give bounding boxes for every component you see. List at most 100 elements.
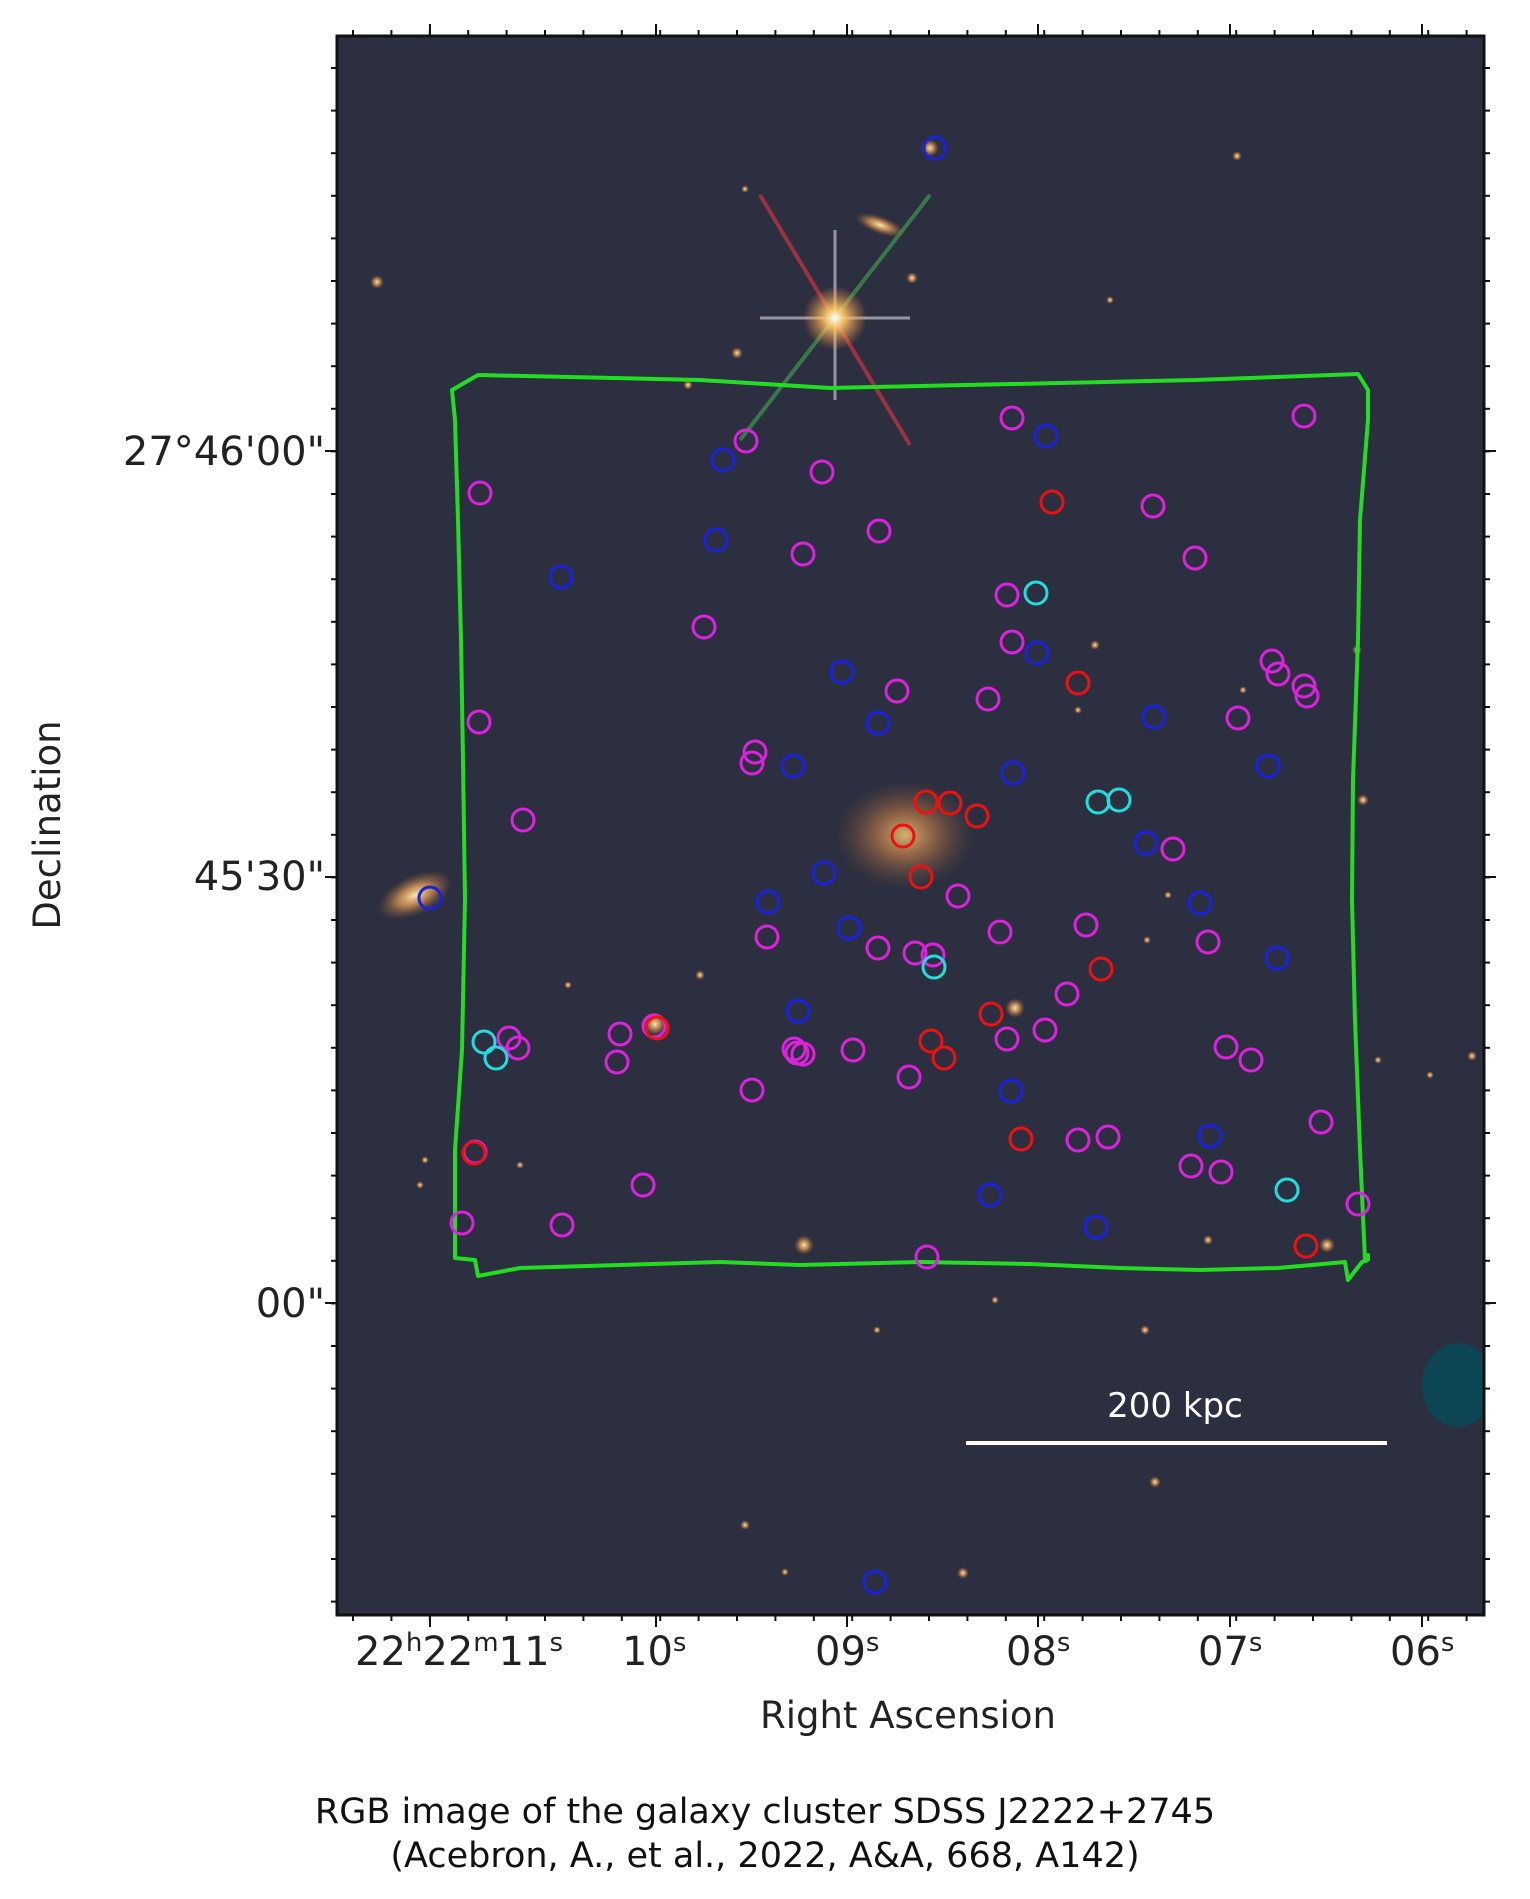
field-source [731,347,743,359]
field-source [1467,1051,1477,1061]
magenta-marker [641,1013,667,1039]
magenta-marker [739,750,765,776]
caption-line-2: (Acebron, A., et al., 2022, A&A, 668, A1… [390,1836,1140,1876]
elongated-galaxy [855,212,905,238]
field-source [683,380,693,390]
magenta-marker [896,1064,922,1090]
field-source [1203,1235,1213,1245]
blue-marker [417,885,443,911]
blue-marker [1083,1214,1109,1240]
xtick-label-10s: 10s [622,1628,686,1675]
red-marker [937,790,963,816]
blue-marker [785,998,811,1024]
field-source [564,981,572,989]
magenta-marker [1265,661,1291,687]
blue-marker [1187,890,1213,916]
magenta-marker [1178,1153,1204,1179]
blue-marker [1197,1123,1223,1149]
field-source [1090,640,1100,650]
scale-bar-label: 200 kpc [1107,1386,1243,1426]
blue-marker [1024,640,1050,666]
magenta-marker [1291,673,1317,699]
ytick-label-00: 00" [256,1281,325,1327]
axis-ticks [325,24,1496,1627]
field-source [957,1567,969,1579]
muse-footprint [450,372,1370,1282]
magenta-marker [994,1026,1020,1052]
field-source [1106,296,1114,304]
cyan-marker [921,954,947,980]
magenta-marker [467,480,493,506]
red-marker [964,803,990,829]
blue-marker [1255,753,1281,779]
caption-line-1: RGB image of the galaxy cluster SDSS J22… [314,1792,1216,1832]
blue-marker [755,889,781,915]
field-source [781,1568,789,1576]
magenta-marker [1294,683,1320,709]
magenta-marker [1208,1159,1234,1185]
magenta-marker [1140,493,1166,519]
magenta-marker [742,739,768,765]
magenta-marker [1238,1047,1264,1073]
magenta-marker [691,614,717,640]
magenta-marker [999,405,1025,431]
field-source [991,1296,999,1304]
blue-marker [862,1569,888,1595]
blue-marker [865,710,891,736]
magenta-marker [840,1037,866,1063]
blue-marker [977,1182,1003,1208]
xtick-label-08s: 08s [1006,1628,1070,1675]
red-marker [918,1028,944,1054]
blue-marker [703,527,729,553]
blue-marker [1000,760,1026,786]
magenta-marker [1195,929,1221,955]
magenta-marker [809,459,835,485]
field-source [370,275,384,289]
red-marker [908,864,934,890]
magenta-marker [607,1021,633,1047]
blue-marker [548,564,574,590]
magenta-marker [1345,1191,1371,1217]
galaxy-markers [417,135,1371,1595]
ytick-label-45-30: 45'30" [194,854,325,900]
blue-marker [829,659,855,685]
blue-marker [922,135,948,161]
magenta-marker [1073,912,1099,938]
field-source [1239,686,1247,694]
magenta-marker [630,1172,656,1198]
magenta-marker [1065,1127,1091,1153]
field-source [1005,998,1025,1018]
field-source [740,1520,750,1530]
magenta-marker [733,428,759,454]
magenta-marker [449,1210,475,1236]
field-source [1319,1237,1335,1253]
red-marker [913,789,939,815]
sky-objects [370,139,1484,1579]
magenta-marker [1213,1034,1239,1060]
magenta-marker [505,1035,531,1061]
field-source [1143,936,1151,944]
field-source [1426,1071,1434,1079]
field-source [1074,706,1082,714]
red-marker [1008,1126,1034,1152]
blue-marker [780,753,806,779]
magenta-marker [790,1041,816,1067]
xtick-label-09s: 09s [815,1628,879,1675]
xtick-label-07s: 07s [1198,1628,1262,1675]
magenta-marker [466,709,492,735]
magenta-marker [999,629,1025,655]
field-source [1164,891,1172,899]
magenta-marker [1095,1124,1121,1150]
edge-artifact [1422,1343,1484,1427]
xtick-label-06s: 06s [1390,1628,1454,1675]
red-marker [644,1015,670,1041]
red-marker [1065,670,1091,696]
red-marker [461,1140,487,1166]
magenta-marker [920,942,946,968]
magenta-marker [945,883,971,909]
field-source [906,272,918,284]
blue-marker [710,447,736,473]
blue-marker [1133,830,1159,856]
xtick-label-22h22m11s: 22h22m11s [355,1628,563,1675]
